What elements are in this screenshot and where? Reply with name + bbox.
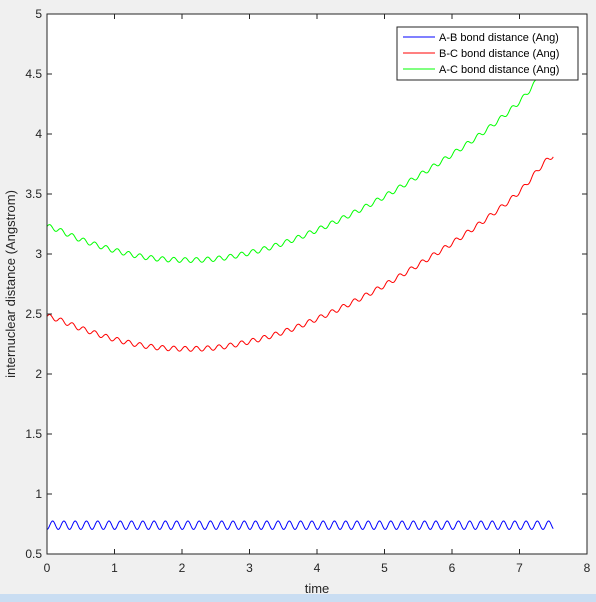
x-axis-label: time (305, 581, 330, 596)
x-tick-label: 1 (111, 561, 118, 575)
x-tick-label: 6 (449, 561, 456, 575)
y-tick-label: 1 (35, 487, 42, 501)
x-tick-label: 0 (44, 561, 51, 575)
y-tick-label: 5 (35, 7, 42, 21)
y-tick-label: 3.5 (25, 187, 42, 201)
window-bottom-strip (0, 594, 596, 602)
y-axis-label: internuclear distance (Angstrom) (3, 190, 18, 378)
plot-area (47, 14, 587, 554)
y-tick-label: 0.5 (25, 547, 42, 561)
legend-entry-label: A-C bond distance (Ang) (439, 64, 559, 76)
legend: A-B bond distance (Ang) B-C bond distance… (396, 26, 579, 81)
y-tick-label: 1.5 (25, 427, 42, 441)
legend-entry-label: A-B bond distance (Ang) (439, 32, 559, 44)
x-tick-label: 2 (179, 561, 186, 575)
series-layer (46, 65, 554, 530)
series-line-2 (46, 156, 554, 352)
x-tick-label: 8 (584, 561, 591, 575)
x-tick-label: 4 (314, 561, 321, 575)
y-tick-label: 4.5 (25, 67, 42, 81)
series-line-3 (46, 65, 554, 263)
y-tick-label: 3 (35, 247, 42, 261)
axes-layer: 0 1 2 3 4 5 6 7 8 0.5 1 1.5 2 2.5 3 3.5 4 4.5 5 (25, 7, 590, 575)
y-tick-label: 2 (35, 367, 42, 381)
series-line-1 (46, 520, 554, 530)
legend-entry-label: B-C bond distance (Ang) (439, 48, 559, 60)
y-tick-label: 2.5 (25, 307, 42, 321)
x-tick-label: 7 (516, 561, 523, 575)
x-tick-label: 3 (246, 561, 253, 575)
x-tick-label: 5 (381, 561, 388, 575)
y-tick-label: 4 (35, 127, 42, 141)
